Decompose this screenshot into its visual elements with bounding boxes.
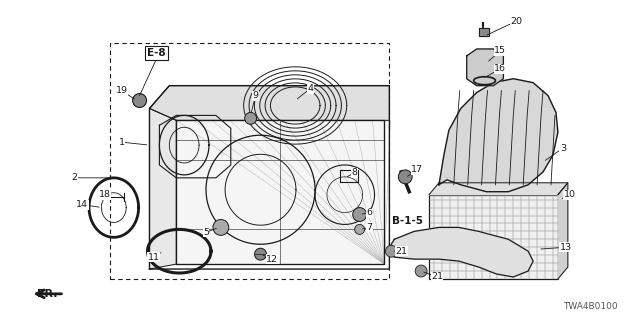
Circle shape bbox=[213, 220, 228, 235]
Polygon shape bbox=[467, 49, 504, 86]
Bar bbox=[479, 28, 488, 36]
Text: 3: 3 bbox=[560, 144, 566, 153]
Polygon shape bbox=[389, 228, 533, 277]
Text: 8: 8 bbox=[352, 168, 358, 177]
Circle shape bbox=[132, 93, 147, 108]
Text: E-8: E-8 bbox=[147, 48, 166, 58]
Circle shape bbox=[255, 248, 266, 260]
Text: 1: 1 bbox=[119, 138, 125, 147]
Polygon shape bbox=[558, 183, 568, 279]
Text: 4: 4 bbox=[307, 84, 313, 93]
Text: 19: 19 bbox=[116, 86, 128, 95]
Bar bbox=[110, 43, 389, 279]
Text: 2: 2 bbox=[71, 173, 77, 182]
Text: FR.: FR. bbox=[37, 289, 58, 299]
Text: 20: 20 bbox=[510, 17, 522, 26]
Text: 21: 21 bbox=[431, 272, 443, 282]
Circle shape bbox=[355, 224, 365, 234]
Polygon shape bbox=[429, 183, 568, 195]
Bar bbox=[429, 195, 558, 279]
Bar bbox=[479, 28, 488, 36]
Text: B-1-5: B-1-5 bbox=[392, 216, 423, 227]
Polygon shape bbox=[150, 108, 176, 269]
Text: 18: 18 bbox=[99, 190, 111, 199]
Circle shape bbox=[244, 112, 257, 124]
Text: 6: 6 bbox=[367, 208, 372, 217]
Text: 11: 11 bbox=[147, 253, 159, 262]
Text: 10: 10 bbox=[564, 190, 576, 199]
Text: 17: 17 bbox=[411, 165, 423, 174]
Circle shape bbox=[415, 265, 427, 277]
Text: 21: 21 bbox=[396, 247, 407, 256]
Text: 7: 7 bbox=[367, 223, 372, 232]
Text: 5: 5 bbox=[203, 228, 209, 237]
Text: 9: 9 bbox=[253, 91, 259, 100]
Circle shape bbox=[398, 170, 412, 184]
Text: 14: 14 bbox=[76, 200, 88, 209]
Polygon shape bbox=[176, 120, 385, 264]
Circle shape bbox=[385, 245, 397, 257]
Polygon shape bbox=[150, 86, 389, 120]
Text: TWA4B0100: TWA4B0100 bbox=[563, 302, 618, 311]
Text: 15: 15 bbox=[495, 46, 506, 55]
Text: 12: 12 bbox=[266, 255, 278, 264]
Text: 13: 13 bbox=[560, 243, 572, 252]
Circle shape bbox=[353, 208, 367, 221]
Text: 16: 16 bbox=[495, 64, 506, 73]
Polygon shape bbox=[439, 79, 558, 192]
